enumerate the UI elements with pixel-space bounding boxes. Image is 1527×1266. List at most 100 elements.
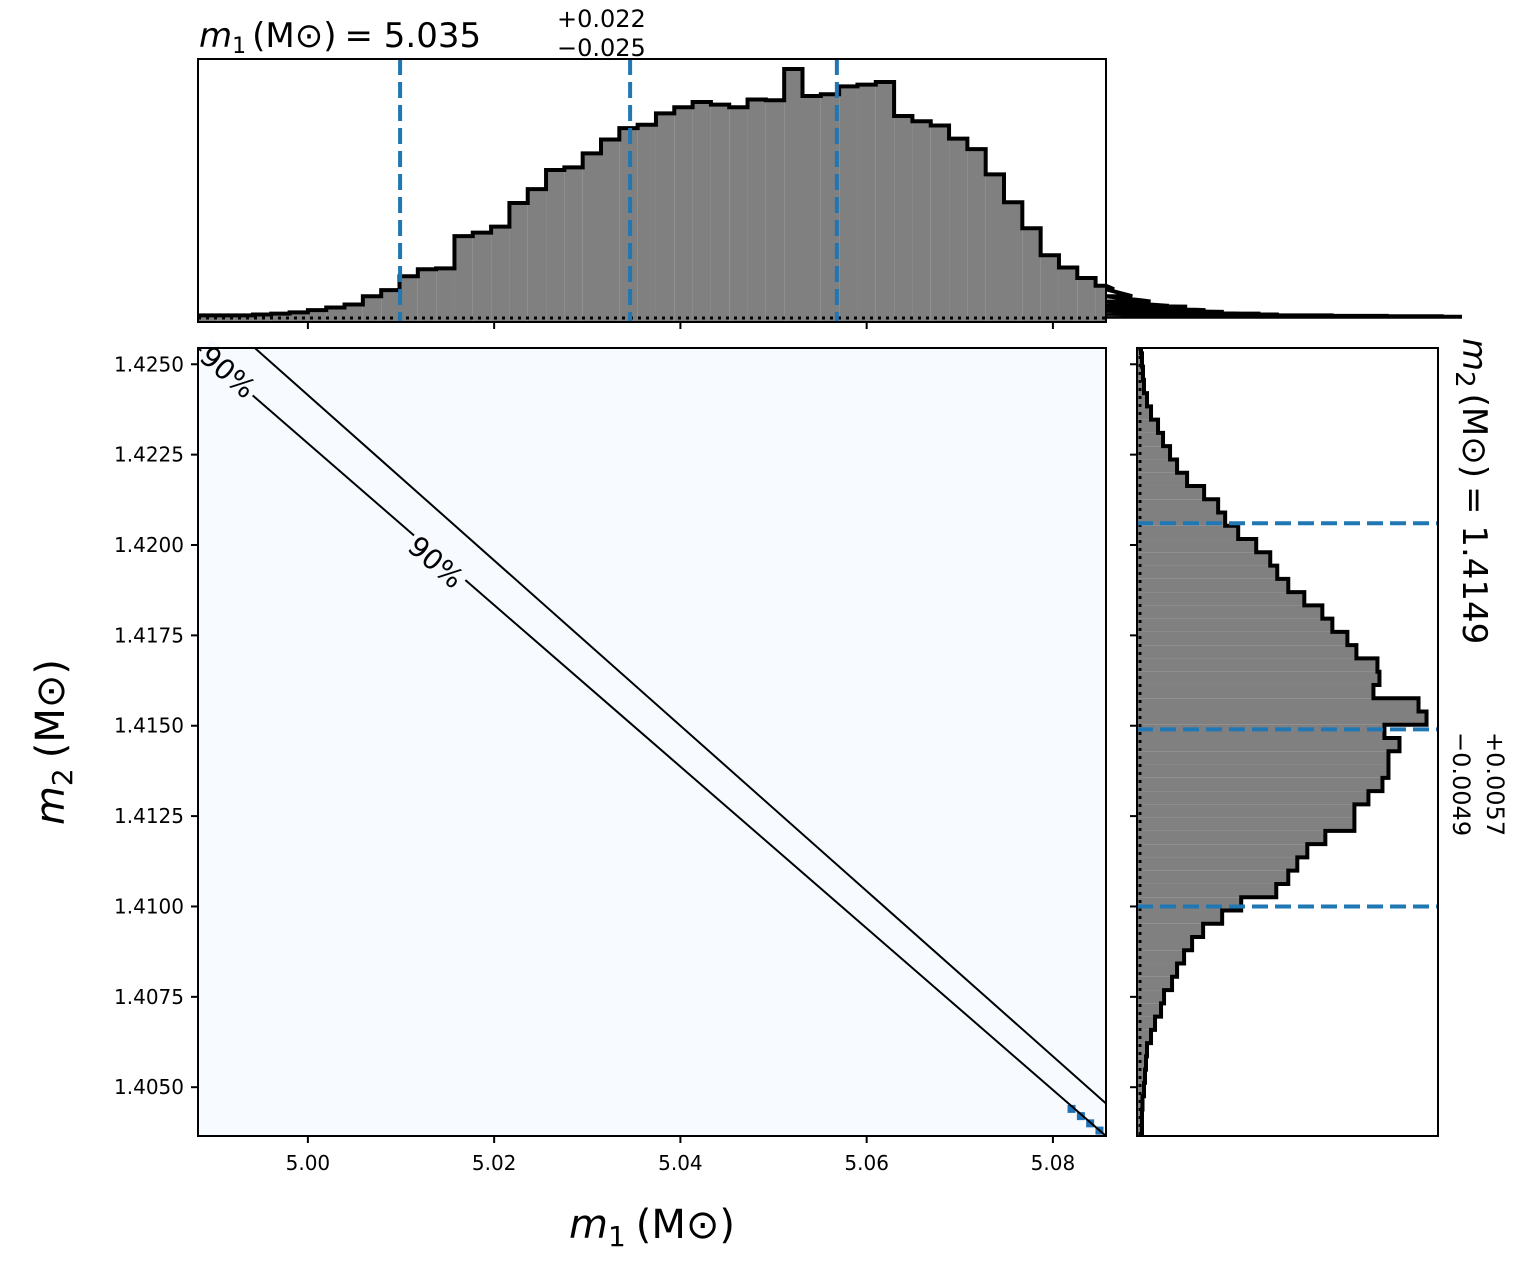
x-axis-label-unit: (M⊙) xyxy=(636,1202,735,1248)
m2-hist-bar xyxy=(1137,1043,1148,1057)
m1-hist-bar xyxy=(509,203,528,322)
m1-hist-bar xyxy=(765,100,785,322)
y-axis-label-symbol: m xyxy=(28,786,74,825)
m1-hist-bar xyxy=(930,125,950,322)
m1-title-value: = 5.035 xyxy=(344,16,481,56)
m1-hist-bar xyxy=(601,139,620,322)
m2-title-plus: +0.0057 xyxy=(1481,732,1509,836)
m1-title-minus: −0.025 xyxy=(557,34,646,62)
m1-hist-bar xyxy=(454,236,473,322)
y-tick-label: 1.4125 xyxy=(114,804,184,828)
m1-hist-bar xyxy=(729,107,748,322)
m1-hist-bar xyxy=(857,84,876,322)
m2-hist-bar xyxy=(1137,684,1374,699)
m2-hist-bar xyxy=(1137,353,1143,367)
m1-panel-frame xyxy=(197,58,1107,323)
m1-hist-bar xyxy=(894,115,913,322)
m1-hist-bar xyxy=(1058,267,1078,322)
m2-hist-bar xyxy=(1137,1029,1152,1044)
m2-hist-bar xyxy=(1137,976,1173,991)
y-tick-label: 1.4075 xyxy=(114,985,184,1009)
m2-hist-bar xyxy=(1137,499,1219,513)
m2-hist-bar xyxy=(1137,419,1159,433)
m2-hist-bar xyxy=(1137,990,1165,1004)
m1-quantile-lines xyxy=(398,59,839,322)
m1-hist-bar xyxy=(1040,255,1059,322)
m2-hist-bar xyxy=(1137,592,1305,606)
m2-title-value: = 1.4149 xyxy=(1454,486,1494,644)
m1-hist-bar xyxy=(582,153,602,322)
m1-hist-bar xyxy=(326,307,345,322)
m2-hist-bar xyxy=(1137,406,1152,420)
m2-hist-bar xyxy=(1137,1016,1156,1030)
m1-hist-bar xyxy=(839,86,858,322)
m2-hist-bar xyxy=(1137,950,1185,964)
m2-hist-bar xyxy=(1137,883,1277,898)
joint-panel: 90%90% 5.00 5.02 5.04 5.06 5.08 1.40501.4075… xyxy=(28,339,1107,1253)
y-tick-label: 1.4175 xyxy=(114,623,184,647)
m1-hist-bar xyxy=(912,121,931,322)
m1-hist-bar xyxy=(564,167,583,322)
y-axis-ticks: 1.4050 1.4075 1.4100 1.4125 1.4150 1.4175 1.42… xyxy=(114,352,198,1099)
m2-hist-bar xyxy=(1137,618,1333,632)
m2-hist-bar xyxy=(1137,724,1385,739)
m2-hist-bar xyxy=(1137,870,1289,884)
m2-hist-bar xyxy=(1137,817,1355,831)
m1-hist-bar xyxy=(710,104,730,322)
svg-text:m2(M⊙)= 1.4149: m2 (M⊙) = 1.4149 xyxy=(1449,338,1494,644)
m1-hist-bar xyxy=(747,99,766,323)
m1-title: m1 (M⊙) = 5.035 xyxy=(199,16,481,59)
m2-hist-bar xyxy=(1137,485,1205,500)
m1-hist-bar xyxy=(216,315,235,322)
m2-hist-bar xyxy=(1137,923,1204,938)
y-tick-label: 1.4150 xyxy=(114,714,184,738)
m1-hist-bar xyxy=(491,226,510,322)
m2-hist-bar xyxy=(1137,804,1355,818)
m2-marginal-panel: m2 (M⊙) = 1.4149 +0.0057 −0.0049 xyxy=(1130,338,1509,1137)
m2-hist-bar xyxy=(1137,1122,1143,1136)
m2-hist-bar xyxy=(1137,552,1271,566)
x-tick-label: 5.02 xyxy=(472,1151,517,1175)
m1-title-unit: (M⊙) xyxy=(252,16,336,56)
m2-hist-bar xyxy=(1137,393,1148,407)
m2-hist-bar xyxy=(1137,539,1257,553)
y-tick-label: 1.4100 xyxy=(114,894,184,918)
y-tick-label: 1.4225 xyxy=(114,443,184,467)
m2-hist-bar xyxy=(1137,631,1348,646)
x-axis-ticks: 5.00 5.02 5.04 5.06 5.08 xyxy=(286,1136,1075,1175)
m2-hist-bar xyxy=(1137,1082,1145,1097)
m1-hist-bar xyxy=(527,189,547,322)
m2-hist-bar xyxy=(1137,791,1369,805)
m2-hist-bar xyxy=(1137,605,1323,619)
m2-hist-bar xyxy=(1137,764,1389,778)
m2-title-subscript: 2 xyxy=(1449,371,1479,388)
m1-hist-bar xyxy=(1095,285,1106,322)
contour-label-gap xyxy=(401,529,471,595)
m2-quantile-lines xyxy=(1137,521,1438,909)
m2-title-minus: −0.0049 xyxy=(1447,732,1475,836)
m1-hist-bar xyxy=(784,68,803,322)
density-cell xyxy=(1076,1112,1085,1121)
m2-marginal-ticks xyxy=(1130,363,1137,1089)
m2-hist-bar xyxy=(1137,459,1178,473)
y-axis-label-unit: (M⊙) xyxy=(28,659,74,758)
m1-hist-bar xyxy=(1004,202,1023,322)
x-tick-label: 5.04 xyxy=(658,1151,703,1175)
m2-hist-bar xyxy=(1137,671,1380,685)
m1-hist-bar xyxy=(985,174,1005,322)
m2-hist-bar xyxy=(1137,565,1278,579)
m2-title: m2 (M⊙) = 1.4149 +0.0057 −0.0049 xyxy=(1447,338,1509,836)
y-tick-label: 1.4200 xyxy=(114,533,184,557)
m2-hist-bar xyxy=(1137,910,1223,924)
m2-hist-bar xyxy=(1137,446,1171,460)
m2-title-unit: (M⊙) xyxy=(1454,394,1494,478)
m2-title-symbol: m xyxy=(1454,338,1494,371)
m1-hist-bar xyxy=(1077,277,1096,322)
m2-hist-bar xyxy=(1137,738,1400,752)
m1-marginal-ticks xyxy=(306,322,1054,329)
m2-hist-bar xyxy=(1137,379,1145,394)
m2-hist-bar xyxy=(1137,844,1308,858)
m1-hist-bar xyxy=(674,107,693,322)
m2-hist-bar xyxy=(1137,711,1427,725)
